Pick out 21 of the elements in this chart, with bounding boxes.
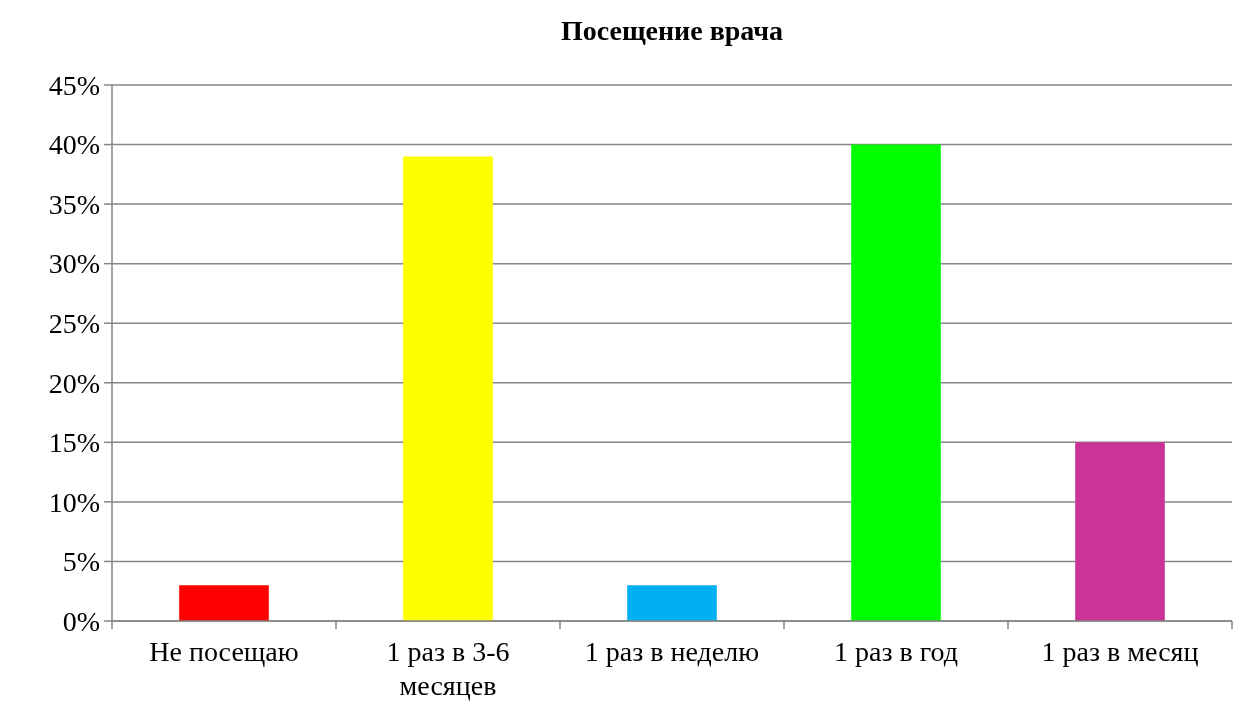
y-tick-label: 30% [48,248,100,280]
bar [179,585,269,621]
x-tick-label: 1 раз в месяц [1041,636,1199,667]
y-tick-label: 15% [48,427,100,459]
x-tick-label: Не посещаю [149,636,299,667]
x-tick-label: 1 раз в 3-6 месяцев [386,636,510,701]
x-tick-label: 1 раз в год [834,636,958,667]
y-tick-label: 10% [48,486,100,518]
y-tick-label: 40% [48,129,100,161]
y-tick-label: 45% [48,69,100,101]
x-tick-label: 1 раз в неделю [584,636,760,667]
y-tick-label: 20% [48,367,100,399]
y-tick-label: 5% [62,546,100,578]
bar [851,144,941,621]
y-tick-label: 25% [48,308,100,340]
chart-title: Посещение врача [560,15,784,46]
y-tick-label: 0% [62,605,100,637]
bar [403,156,493,621]
y-tick-label: 35% [48,188,100,220]
bar [627,585,717,621]
bar [1075,442,1165,621]
